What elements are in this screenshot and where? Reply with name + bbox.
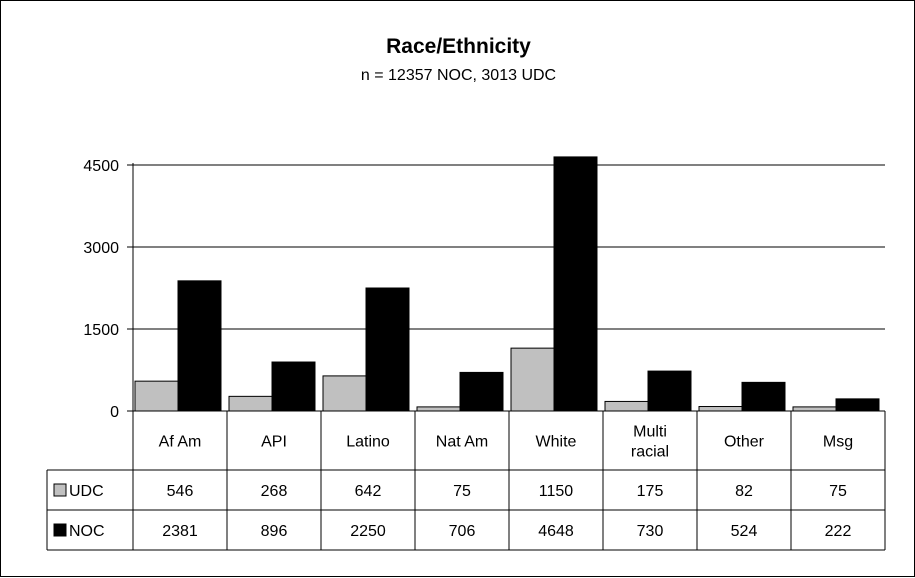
data-value: 75 [453,483,471,500]
data-value: 896 [261,523,288,540]
data-value: 524 [731,523,758,540]
legend-swatch-noc [53,523,67,537]
y-tick-label: 3000 [83,240,119,257]
bar-udc [416,406,461,412]
data-value: 268 [261,483,288,500]
x-tick-label: API [261,434,287,451]
x-tick-label: Nat Am [436,434,488,451]
y-tick-label: 0 [110,404,119,421]
chart-subtitle: n = 12357 NOC, 3013 UDC [360,67,557,84]
bar-noc [835,398,880,412]
bar-noc [365,287,410,412]
x-tick-label: White [536,434,577,451]
bar-noc [741,381,786,412]
data-value: 75 [829,483,847,500]
data-value: 175 [637,483,664,500]
bar-udc [134,380,179,412]
data-value: 546 [167,483,194,500]
bar-noc [553,156,598,412]
data-value: 706 [449,523,476,540]
bar-noc [459,371,504,412]
y-tick-label: 4500 [83,158,119,175]
data-value: 222 [825,523,852,540]
data-value: 1150 [539,483,574,500]
data-value: 4648 [538,523,574,540]
bar-udc [604,400,649,412]
y-tick-label: 1500 [83,322,119,339]
x-tick-label: Msg [823,434,853,451]
bar-noc [271,361,316,412]
data-value: 2381 [162,523,198,540]
bar-udc [792,406,837,412]
data-value: 730 [637,523,664,540]
x-tick-label: Latino [346,434,390,451]
x-tick-label: racial [631,444,669,461]
data-value: 82 [735,483,753,500]
legend-label: UDC [69,483,104,500]
x-tick-label: Other [724,434,765,451]
data-value: 2250 [350,523,386,540]
data-value: 642 [355,483,382,500]
bar-udc [510,347,555,412]
bar-udc [228,395,273,412]
x-tick-label: Multi [633,424,667,441]
bar-udc [698,406,743,412]
bar-udc [322,375,367,412]
legend-label: NOC [69,523,105,540]
bar-noc [647,370,692,412]
x-tick-label: Af Am [159,434,202,451]
chart-title: Race/Ethnicity [386,35,531,58]
bar-noc [177,280,222,412]
legend-swatch-udc [53,483,67,497]
